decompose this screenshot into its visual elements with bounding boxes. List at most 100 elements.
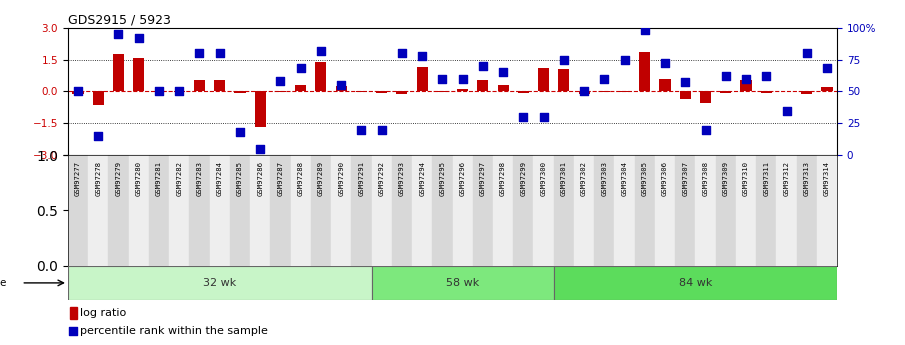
Text: GSM97300: GSM97300 [540,161,547,196]
Text: GDS2915 / 5923: GDS2915 / 5923 [68,13,171,27]
Bar [574,155,595,266]
Bar [695,155,716,266]
Point [738,76,753,81]
Point [597,76,612,81]
Text: GSM97280: GSM97280 [136,161,142,196]
Bar [796,155,817,266]
Bar [113,54,124,91]
Bar [720,91,731,93]
Point [779,108,794,113]
Bar [129,155,148,266]
Bar [392,155,412,266]
Point [213,50,227,56]
Text: GSM97296: GSM97296 [460,161,465,196]
Text: GSM97301: GSM97301 [561,161,567,196]
Bar [634,155,655,266]
Bar [271,155,291,266]
Point [354,127,368,132]
Bar [310,155,331,266]
Bar [254,91,266,127]
Text: GSM97278: GSM97278 [95,161,101,196]
Point [395,50,409,56]
Bar [822,87,833,91]
Bar [396,91,407,94]
Point [455,76,470,81]
Bar [336,86,347,91]
Point [314,48,329,53]
Text: GSM97292: GSM97292 [378,161,385,196]
Bar [275,91,286,92]
Text: GSM97299: GSM97299 [520,161,527,196]
Point [799,50,814,56]
Bar [154,91,165,92]
Bar [437,91,448,92]
Bar [716,155,736,266]
Point [334,82,348,88]
Point [192,50,206,56]
Bar [680,91,691,99]
Bar [68,266,372,300]
Bar [189,155,210,266]
Point [557,57,571,62]
Bar [776,155,796,266]
Text: 84 wk: 84 wk [679,278,712,288]
Bar [356,91,367,92]
Point [91,133,106,139]
Text: GSM97285: GSM97285 [237,161,243,196]
Bar [472,155,493,266]
Bar [210,155,230,266]
Bar [513,155,533,266]
Text: GSM97290: GSM97290 [338,161,344,196]
Point [111,31,126,37]
Bar [372,266,554,300]
Bar [817,155,837,266]
Point [233,129,247,135]
Point [759,73,774,79]
Bar [174,91,185,92]
Point [152,89,167,94]
Point [637,27,652,33]
Point [516,114,530,120]
Bar [639,52,651,91]
Text: GSM97312: GSM97312 [784,161,789,196]
Bar [109,155,129,266]
Text: GSM97282: GSM97282 [176,161,182,196]
Bar [412,155,433,266]
Point [252,146,268,151]
Text: GSM97277: GSM97277 [75,161,81,196]
Point [66,328,81,333]
Bar [675,155,695,266]
Point [537,114,551,120]
Text: GSM97287: GSM97287 [278,161,283,196]
Bar [660,79,671,91]
Bar [234,91,245,93]
Bar [477,80,489,91]
Bar [578,91,590,94]
Text: GSM97293: GSM97293 [399,161,405,196]
Text: GSM97295: GSM97295 [440,161,445,196]
Text: GSM97303: GSM97303 [601,161,607,196]
Bar [700,91,711,103]
Point [496,69,510,75]
Bar [315,62,327,91]
Bar [533,155,554,266]
Point [617,57,632,62]
Point [414,53,429,58]
Bar [416,67,428,91]
Text: GSM97304: GSM97304 [622,161,627,196]
Point [699,127,713,132]
Bar [493,155,513,266]
Bar [433,155,452,266]
Text: 32 wk: 32 wk [203,278,236,288]
Bar [736,155,757,266]
Point [719,73,733,79]
Bar [214,80,225,91]
Bar [331,155,351,266]
Point [576,89,591,94]
Bar [68,155,88,266]
Bar [372,155,392,266]
Bar [169,155,189,266]
Text: GSM97291: GSM97291 [358,161,365,196]
Bar [558,69,569,91]
Bar [291,155,310,266]
